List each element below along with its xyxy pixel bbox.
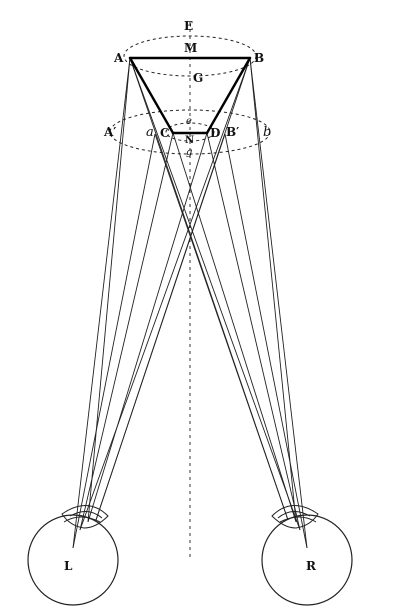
label-g: g — [186, 147, 192, 158]
rays-to-left-eye — [72, 57, 251, 549]
label-L: L — [64, 559, 73, 573]
label-A-prime: A′ — [103, 125, 116, 139]
label-R: R — [306, 559, 317, 573]
right-eye — [261, 505, 353, 606]
label-a: a — [146, 125, 154, 140]
label-D: D — [210, 126, 220, 140]
frustum-outline — [128, 56, 252, 135]
rays-to-right-eye — [129, 57, 308, 549]
edge-BD — [205, 56, 252, 135]
left-eye — [27, 505, 119, 606]
label-G: G — [193, 71, 203, 85]
label-N: N — [185, 135, 194, 146]
label-B: B — [254, 51, 264, 65]
label-E: E — [184, 19, 193, 33]
label-C: C — [160, 126, 170, 140]
label-e: e — [186, 116, 192, 127]
lower-ellipse-inner — [165, 122, 215, 142]
edge-AC — [128, 56, 175, 135]
upper-ellipse — [123, 35, 257, 77]
lower-ellipse-outer — [109, 109, 271, 155]
label-M: M — [184, 41, 197, 55]
label-b: b — [263, 125, 271, 140]
label-A: A — [113, 51, 124, 65]
label-B-prime: B′ — [226, 125, 239, 139]
